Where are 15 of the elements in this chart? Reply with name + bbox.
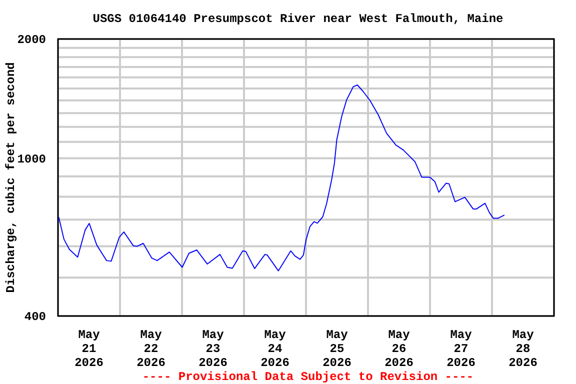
y-tick-label: 2000 [17, 33, 46, 47]
chart-title: USGS 01064140 Presumpscot River near West Falmouth, Maine [92, 11, 504, 28]
x-tick-label: May 28 2026 [508, 328, 538, 370]
text: ---- Provisional Data Subject to Revision ---- [141, 370, 475, 384]
x-tick-label: May 26 2026 [384, 328, 414, 370]
y-tick-label: 400 [24, 310, 46, 324]
x-tick-label: May 25 2026 [322, 328, 352, 370]
x-tick-label: May 21 2026 [74, 328, 104, 370]
x-tick-label: May 24 2026 [260, 328, 290, 370]
line-series [58, 84, 505, 272]
y-axis-title: Discharge, cubic feet per second [4, 62, 18, 293]
x-tick-label: May 22 2026 [136, 328, 166, 370]
y-tick-label: 1000 [17, 152, 46, 166]
x-tick-label: May 27 2026 [446, 328, 476, 370]
x-tick-label: May 23 2026 [198, 328, 228, 370]
